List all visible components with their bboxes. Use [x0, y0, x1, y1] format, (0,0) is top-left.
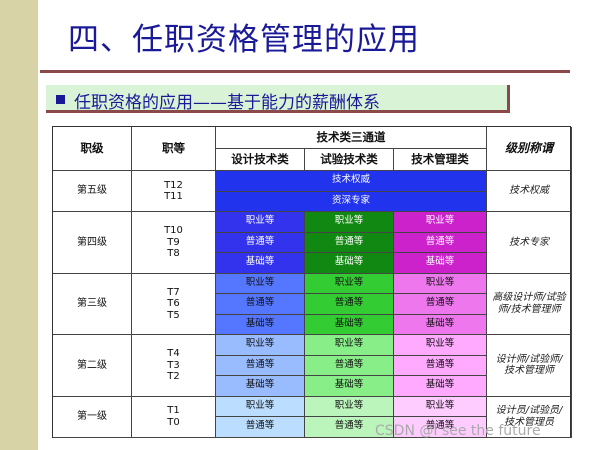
grade-cell: 基础等 [216, 314, 305, 335]
grade-cell: 职业等 [216, 335, 305, 356]
qualification-table: 职级 职等 技术类三通道 级别称谓 设计技术类 试验技术类 技术管理类 第五级 … [52, 126, 572, 438]
grade-cell: 基础等 [305, 314, 394, 335]
square-bullet-icon [56, 95, 65, 104]
grade-cell: 普通等 [305, 417, 394, 438]
level-grades: T10 T9 T8 [132, 212, 216, 274]
header-design: 设计技术类 [216, 149, 305, 171]
level-title: 技术权威 [487, 171, 572, 212]
level-grades: T12 T11 [132, 171, 216, 212]
title-divider [40, 70, 570, 73]
grade-cell: 职业等 [305, 212, 394, 233]
header-grade: 职等 [132, 127, 216, 171]
grade-cell: 普通等 [305, 294, 394, 315]
grade-cell: 基础等 [216, 376, 305, 397]
grade-cell: 普通等 [394, 294, 487, 315]
level-grades: T4 T3 T2 [132, 335, 216, 397]
grade-cell: 基础等 [305, 376, 394, 397]
level-title: 设计员/试验员/ 技术管理员 [487, 396, 572, 438]
grade-cell: 职业等 [305, 273, 394, 294]
level-title: 设计师/试验师/ 技术管理师 [487, 335, 572, 397]
grade-cell: 基础等 [394, 253, 487, 274]
grade-cell: 普通等 [305, 232, 394, 253]
header-channels: 技术类三通道 [216, 127, 487, 149]
grade-cell: 职业等 [394, 335, 487, 356]
level-rank: 第五级 [53, 171, 132, 212]
header-rank: 职级 [53, 127, 132, 171]
grade-cell: 普通等 [216, 294, 305, 315]
grade-cell: 普通等 [216, 355, 305, 376]
channel-band: 技术权威 [216, 171, 487, 192]
level-grades: T7 T6 T5 [132, 273, 216, 335]
grade-cell: 职业等 [216, 273, 305, 294]
header-mgmt: 技术管理类 [394, 149, 487, 171]
grade-cell: 普通等 [394, 232, 487, 253]
grade-cell: 普通等 [394, 355, 487, 376]
subtitle-text: 任职资格的应用——基于能力的薪酬体系 [74, 93, 380, 113]
grade-cell: 职业等 [216, 212, 305, 233]
grade-cell: 普通等 [394, 417, 487, 438]
grade-cell: 基础等 [394, 314, 487, 335]
grade-cell: 职业等 [394, 212, 487, 233]
subtitle-box: 任职资格的应用——基于能力的薪酬体系 [46, 85, 510, 113]
grade-cell: 普通等 [216, 232, 305, 253]
grade-cell: 基础等 [216, 253, 305, 274]
level-rank: 第四级 [53, 212, 132, 274]
grade-cell: 职业等 [394, 396, 487, 417]
level-title: 高级设计师/试验 师/技术管理师 [487, 273, 572, 335]
grade-cell: 普通等 [305, 355, 394, 376]
slide-title: 四、任职资格管理的应用 [68, 22, 420, 58]
header-test: 试验技术类 [305, 149, 394, 171]
grade-cell: 基础等 [394, 376, 487, 397]
header-title: 级别称谓 [487, 127, 572, 171]
grade-cell: 职业等 [394, 273, 487, 294]
level-grades: T1 T0 [132, 396, 216, 438]
grade-cell: 职业等 [305, 335, 394, 356]
grade-cell: 职业等 [305, 396, 394, 417]
level-rank: 第三级 [53, 273, 132, 335]
left-decor-bar [0, 0, 38, 450]
grade-cell: 基础等 [305, 253, 394, 274]
level-rank: 第二级 [53, 335, 132, 397]
grade-cell: 普通等 [216, 417, 305, 438]
grade-cell: 职业等 [216, 396, 305, 417]
channel-band: 资深专家 [216, 191, 487, 212]
watermark: CSDN @I see the future [375, 423, 541, 439]
level-title: 技术专家 [487, 212, 572, 274]
level-rank: 第一级 [53, 396, 132, 438]
